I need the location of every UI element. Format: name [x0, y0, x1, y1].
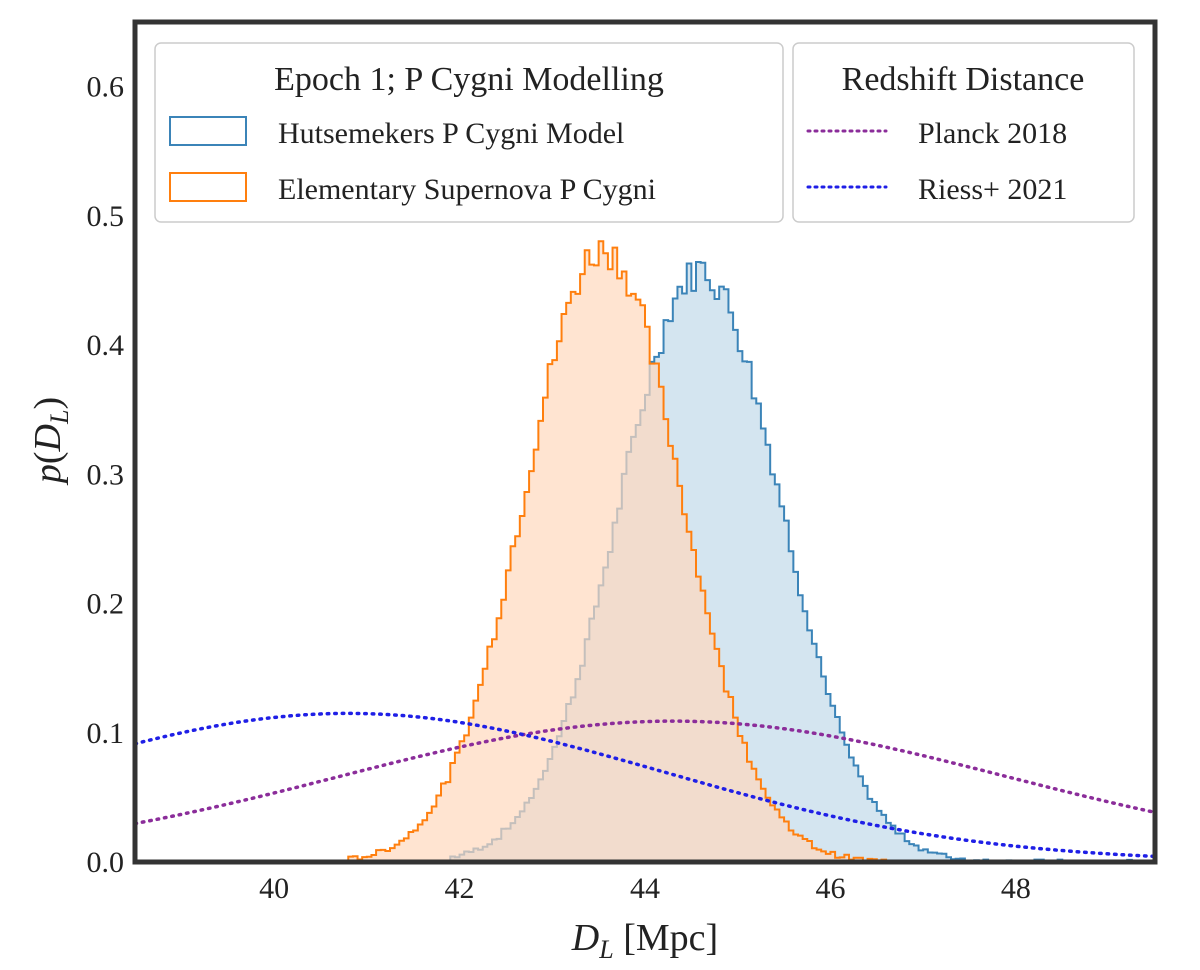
legend-swatch-hutsemekers — [169, 116, 247, 146]
histogram-outline-elementary — [347, 240, 928, 863]
legend-label-hutsemekers: Hutsemekers P Cygni Model — [278, 117, 624, 150]
histogram-fill-elementary — [348, 241, 928, 862]
x-tick-label: 48 — [1001, 872, 1031, 905]
x-axis: 40 42 44 46 48 — [259, 872, 1031, 905]
curve-riess-2021 — [133, 711, 1157, 859]
curve-planck-2018 — [133, 719, 1157, 826]
axes-frame — [132, 19, 1158, 865]
legend-label-planck: Planck 2018 — [918, 117, 1067, 150]
legend-label-riess: Riess+ 2021 — [918, 173, 1067, 206]
y-tick-label: 0.2 — [87, 588, 125, 621]
legend-swatch-elementary — [169, 172, 247, 202]
x-axis-label: DL [Mpc] — [571, 917, 718, 964]
y-tick-label: 0.4 — [87, 329, 125, 362]
y-tick-label: 0.5 — [87, 200, 125, 233]
legend-box — [154, 42, 784, 223]
y-tick-label: 0.0 — [87, 846, 125, 879]
y-tick-label: 0.3 — [87, 458, 125, 491]
x-tick-label: 40 — [259, 872, 289, 905]
y-tick-label: 0.1 — [87, 717, 125, 750]
y-axis-label: p(DL) — [27, 397, 74, 486]
plot-area — [133, 240, 1157, 863]
legend-title: Redshift Distance — [842, 61, 1085, 98]
y-axis: 0.0 0.1 0.2 0.3 0.4 0.5 0.6 — [87, 71, 125, 879]
legend-box — [792, 42, 1135, 223]
legend-redshift: Redshift Distance Planck 2018 Riess+ 202… — [792, 42, 1135, 223]
y-tick-label: 0.6 — [87, 71, 125, 104]
x-tick-label: 44 — [630, 872, 660, 905]
legend-label-elementary: Elementary Supernova P Cygni — [278, 173, 656, 206]
x-tick-label: 46 — [815, 872, 845, 905]
legend-histograms: Epoch 1; P Cygni Modelling Hutsemekers P… — [154, 42, 784, 223]
legend-title: Epoch 1; P Cygni Modelling — [274, 61, 664, 98]
x-tick-label: 42 — [445, 872, 475, 905]
